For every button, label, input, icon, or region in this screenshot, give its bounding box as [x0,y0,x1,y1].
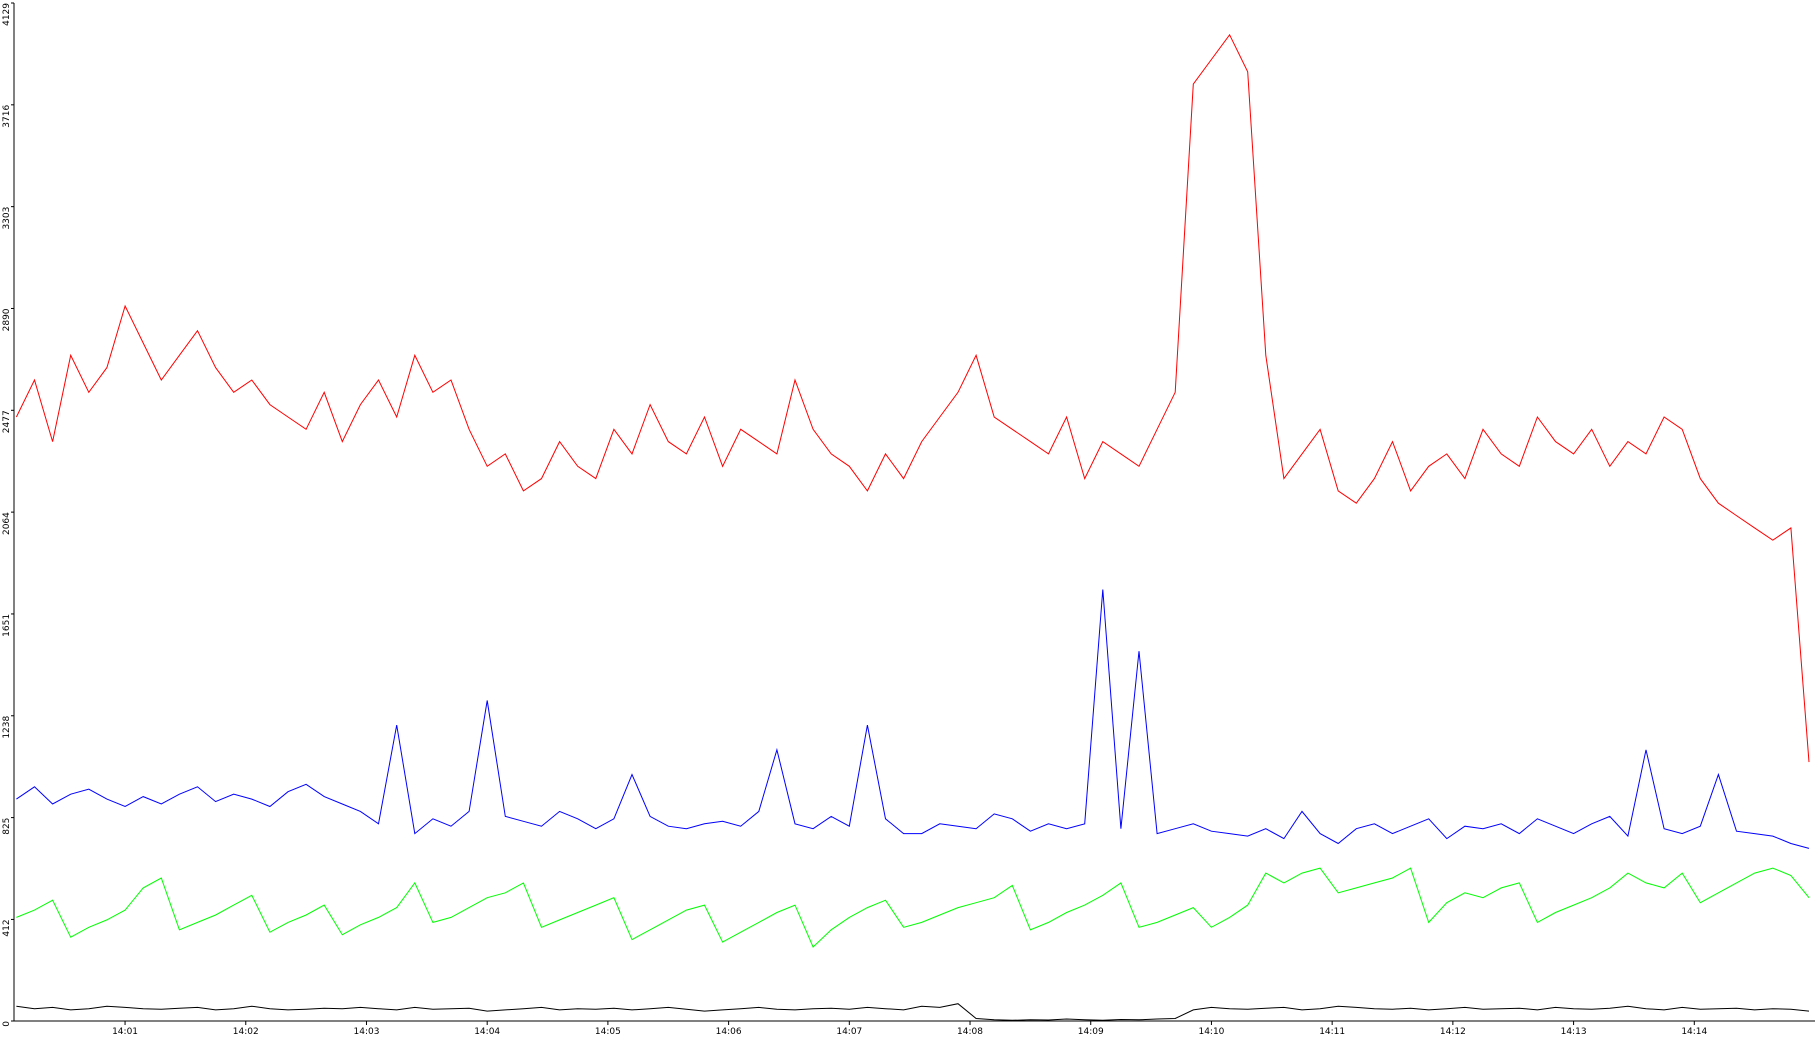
series-line [16,589,1810,849]
y-tick-label: 1238 [2,716,12,739]
y-tick-label: 2064 [2,512,12,535]
x-tick-label: 14:04 [474,1027,500,1037]
y-tick-label: 2477 [2,410,12,433]
y-tick-label: 412 [2,919,12,936]
y-tick-label: 3303 [2,207,12,230]
x-tick-label: 14:08 [957,1027,983,1037]
x-tick-label: 14:10 [1198,1027,1224,1037]
x-tick-label: 14:07 [836,1027,862,1037]
x-tick-label: 14:12 [1440,1027,1466,1037]
y-tick-label: 0 [2,1021,12,1027]
x-tick-label: 14:09 [1078,1027,1104,1037]
x-tick-label: 14:11 [1319,1027,1345,1037]
y-tick-label: 3716 [2,105,12,128]
series-line [15,33,1810,763]
y-tick-label: 4129 [2,3,12,26]
series-line [16,867,1810,948]
x-tick-label: 14:01 [112,1027,138,1037]
x-tick-label: 14:13 [1561,1027,1587,1037]
x-tick-label: 14:02 [233,1027,259,1037]
x-tick-label: 14:05 [595,1027,621,1037]
y-tick-label: 2890 [2,308,12,331]
x-tick-label: 14:06 [716,1027,742,1037]
y-tick-label: 1651 [2,614,12,637]
series-line [16,1003,1810,1021]
x-tick-label: 14:03 [354,1027,380,1037]
x-tick-label: 14:14 [1681,1027,1707,1037]
y-tick-label: 825 [2,818,12,835]
